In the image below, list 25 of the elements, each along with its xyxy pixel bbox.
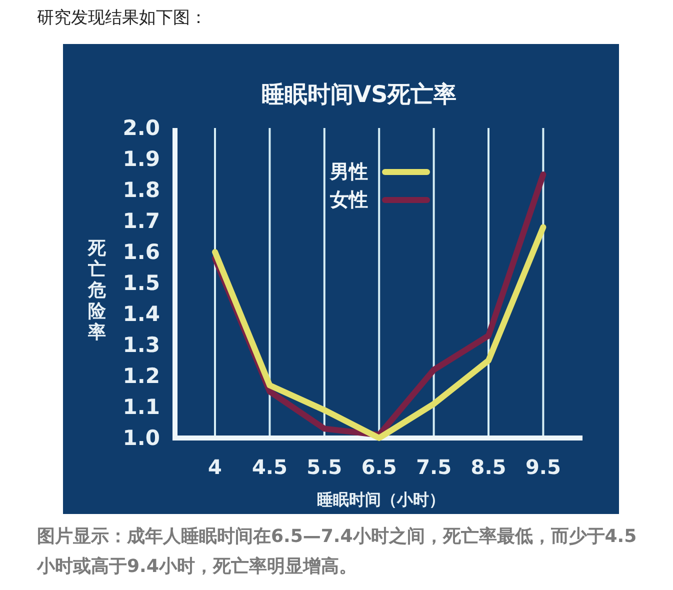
- chart-title: 睡眠时间VS死亡率: [261, 81, 457, 108]
- legend-label: 男性: [329, 161, 368, 183]
- y-axis-title: 死亡危险率: [87, 238, 107, 343]
- text: 研究发现结果如下图：: [37, 7, 207, 29]
- y-tick-label: 1.6: [122, 240, 160, 264]
- x-tick-label: 8.5: [470, 455, 506, 479]
- x-tick-label: 5.5: [306, 455, 342, 479]
- y-tick-label: 1.8: [122, 178, 160, 202]
- x-tick-label: 4.5: [252, 455, 288, 479]
- y-tick-label: 2.0: [122, 116, 160, 140]
- y-tick-label: 1.9: [122, 147, 160, 171]
- y-tick-label: 1.7: [122, 209, 160, 233]
- y-tick-label: 1.2: [122, 364, 160, 388]
- x-tick-label: 4: [208, 455, 222, 479]
- x-axis-title: 睡眠时间（小时）: [317, 490, 445, 509]
- legend-label: 女性: [329, 189, 368, 211]
- y-tick-label: 1.5: [122, 271, 160, 295]
- x-tick-label: 9.5: [525, 455, 561, 479]
- y-tick-label: 1.0: [122, 426, 160, 450]
- y-tick-label: 1.4: [122, 302, 160, 326]
- y-tick-label: 1.3: [122, 333, 160, 357]
- y-tick-label: 1.1: [122, 395, 160, 419]
- text: 图片显示：成年人睡眠时间在6.5—7.4小时之间，死亡率最低，而少于4.5小时或高于9.4小时，死亡率明显增高。: [37, 525, 638, 579]
- x-tick-label: 6.5: [361, 455, 397, 479]
- x-tick-label: 7.5: [416, 455, 452, 479]
